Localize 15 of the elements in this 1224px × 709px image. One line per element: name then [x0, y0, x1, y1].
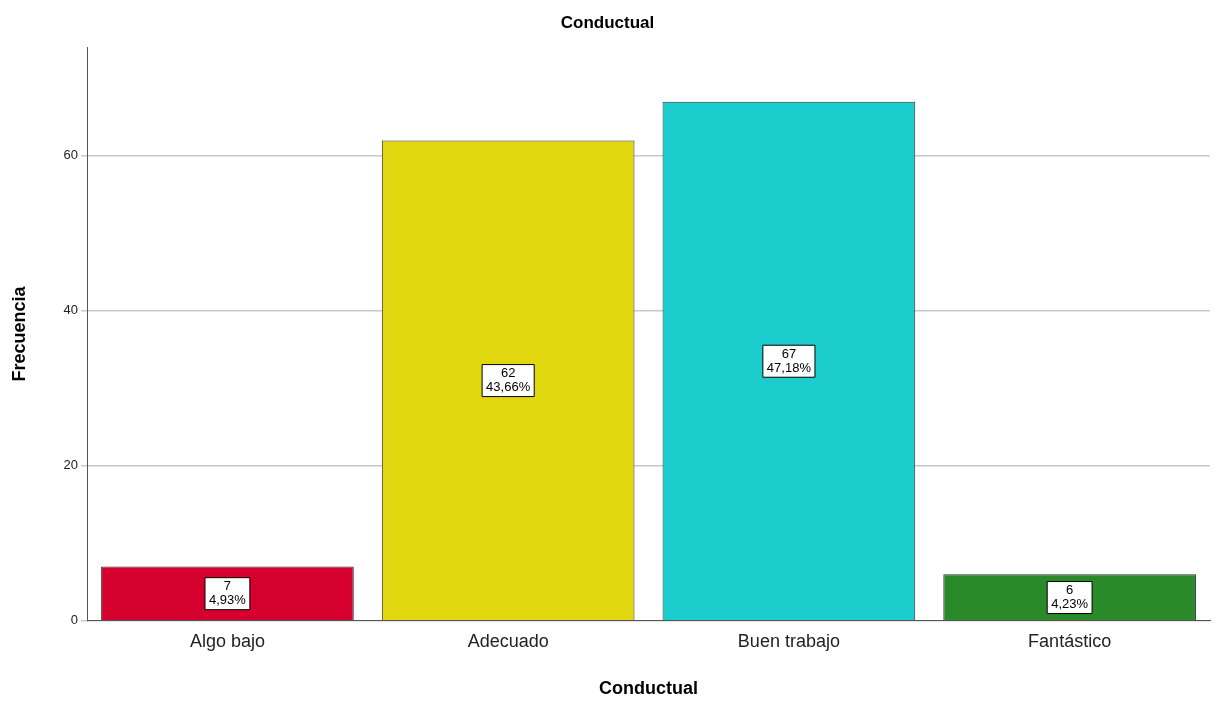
y-tick-label: 20	[63, 457, 79, 473]
chart-title: Conductual	[560, 12, 655, 32]
y-tick-label: 40	[63, 302, 79, 318]
x-tick-label: Algo bajo	[189, 630, 265, 651]
x-tick-label: Fantástico	[1028, 630, 1112, 651]
x-tick-label: Adecuado	[467, 630, 549, 651]
x-tick-label: Buen trabajo	[737, 630, 840, 651]
y-axis-title: Frecuencia	[8, 285, 29, 382]
y-tick-label: 0	[70, 612, 79, 628]
y-tick-label: 60	[63, 147, 79, 163]
data-label: 7 4,93%	[208, 578, 247, 608]
x-axis-title: Conductual	[599, 678, 699, 699]
data-label: 62 43,66%	[486, 365, 531, 395]
data-label: 67 47,18%	[766, 345, 812, 375]
data-label: 6 4,23%	[1051, 582, 1089, 612]
